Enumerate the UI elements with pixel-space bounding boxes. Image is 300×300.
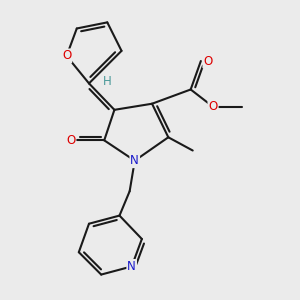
Text: N: N: [130, 154, 139, 167]
Text: H: H: [103, 75, 112, 88]
Text: O: O: [62, 50, 71, 62]
Text: O: O: [208, 100, 218, 113]
Text: O: O: [66, 134, 75, 147]
Text: O: O: [203, 55, 213, 68]
Text: N: N: [127, 260, 136, 273]
